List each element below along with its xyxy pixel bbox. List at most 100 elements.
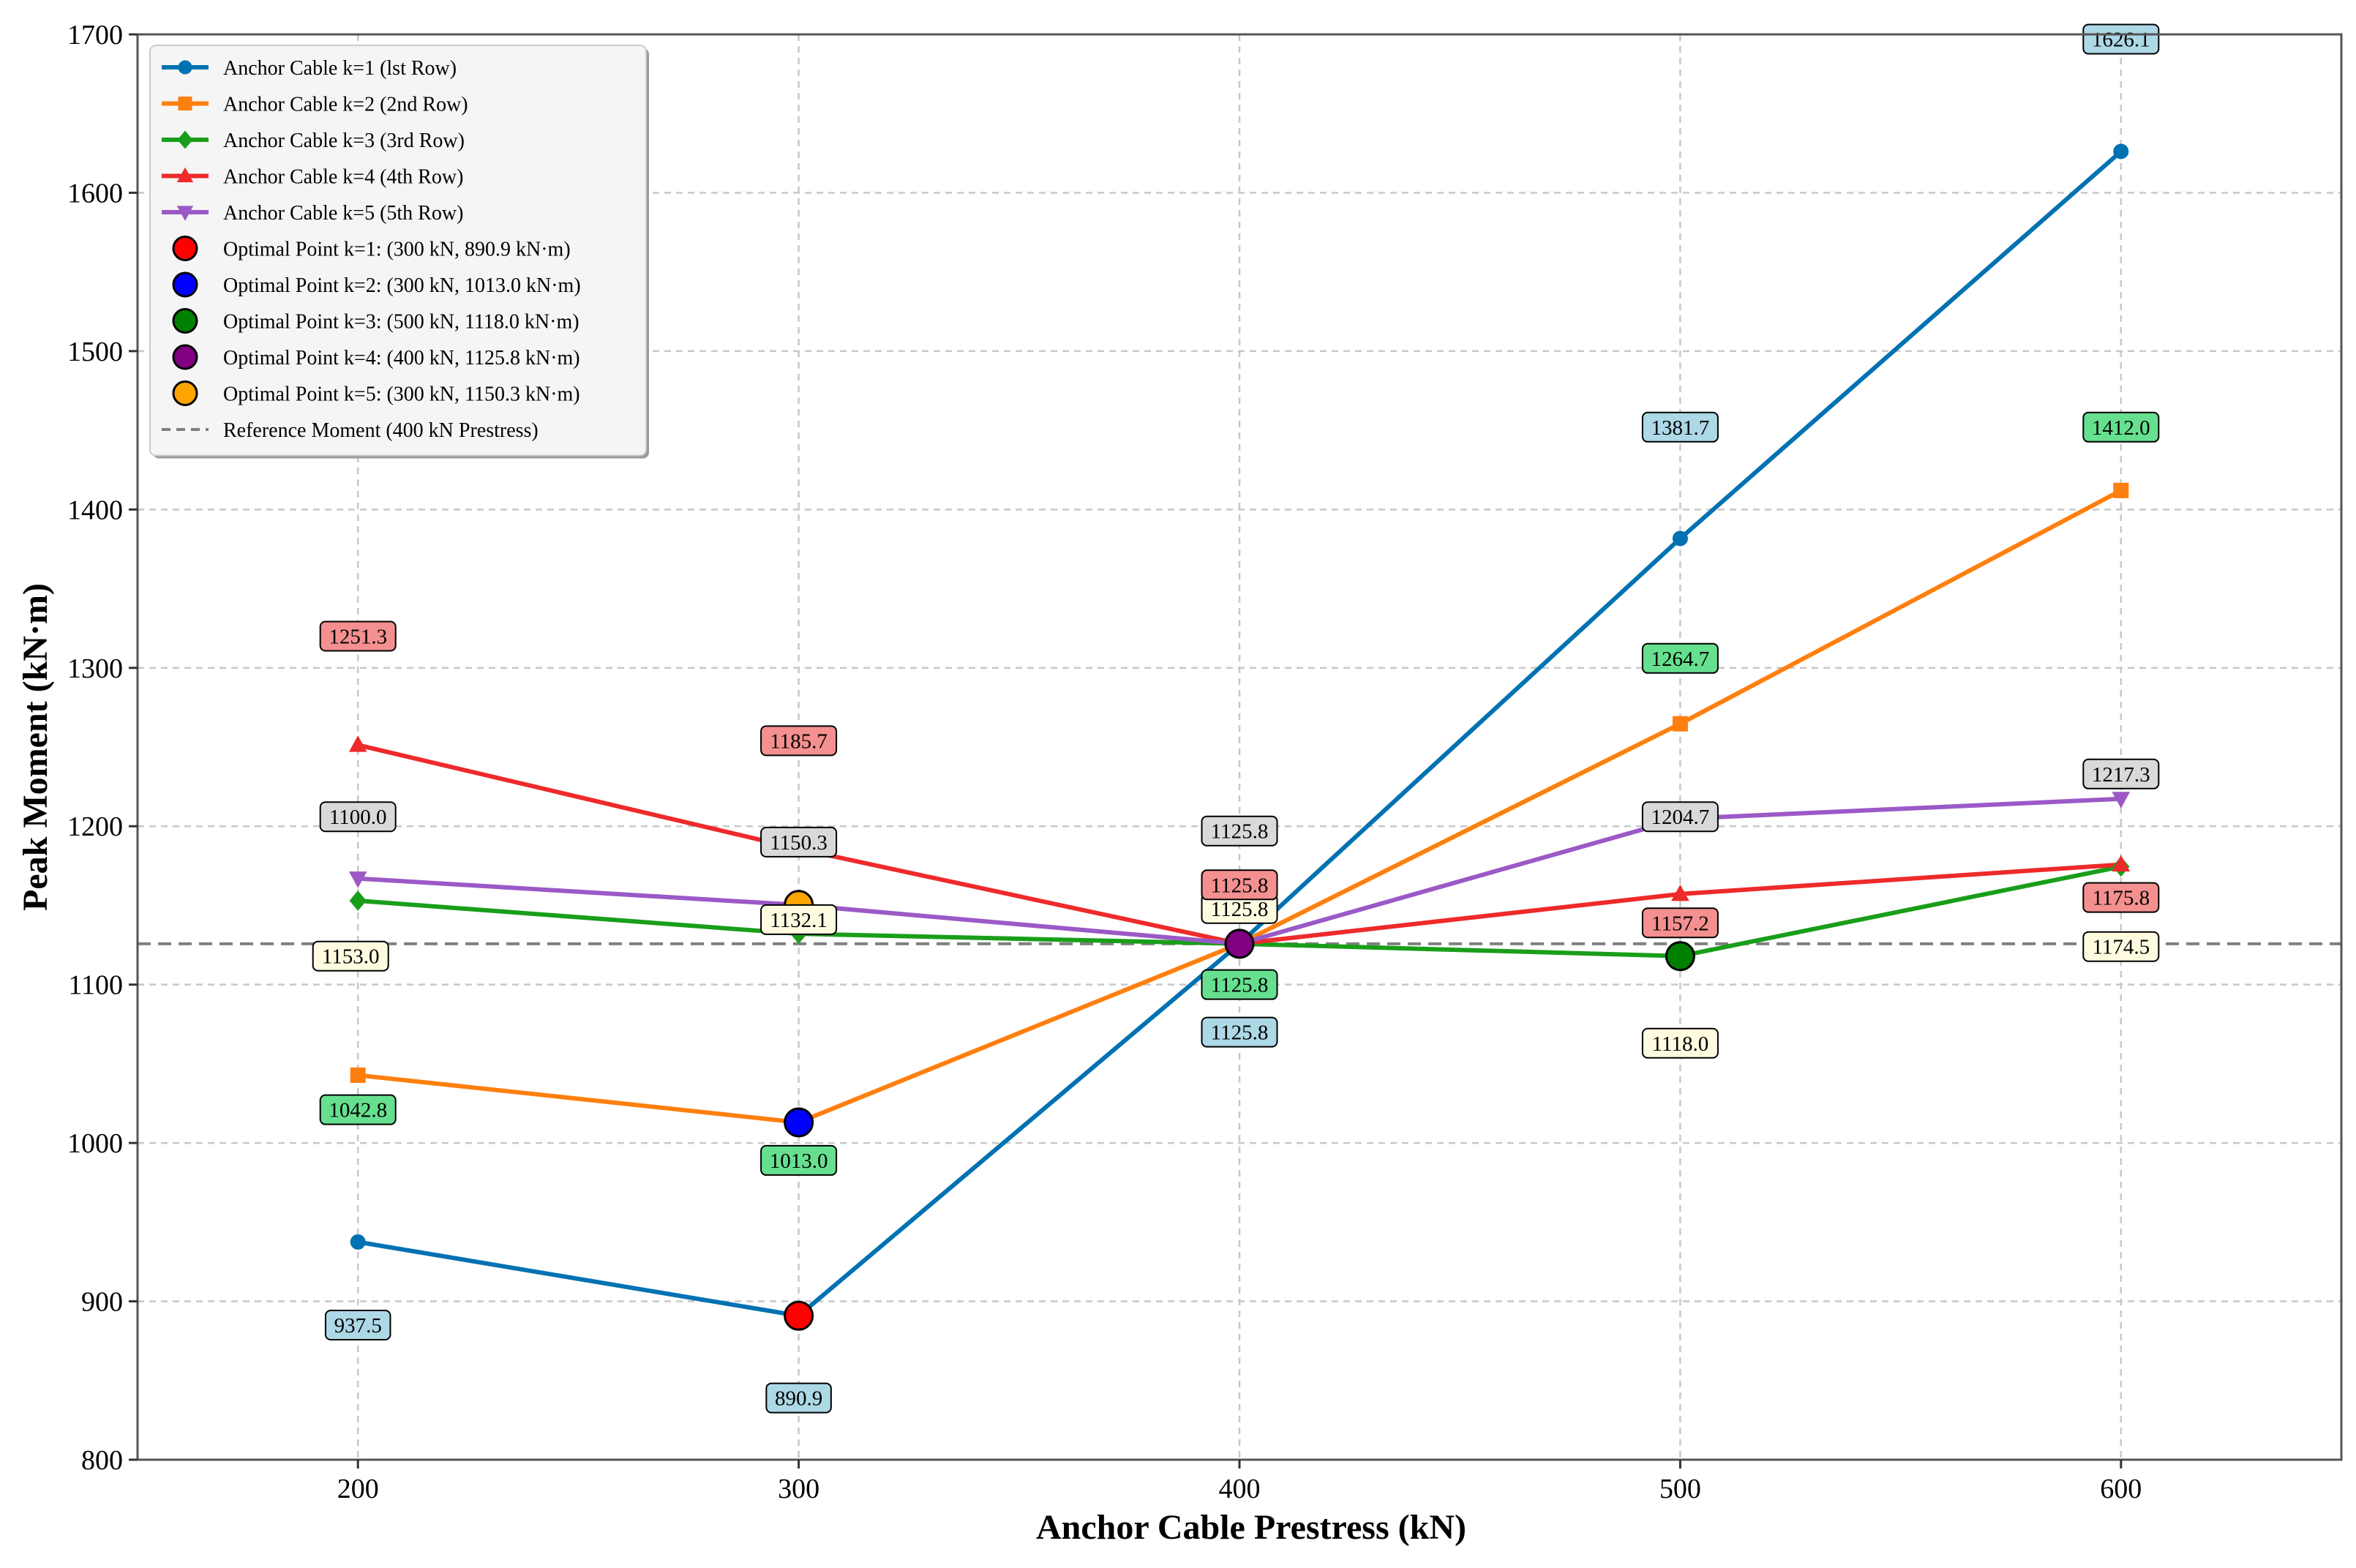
data-point-k2 bbox=[2113, 482, 2129, 498]
legend-item-optimal-k3: Optimal Point k=3: (500 kN, 1118.0 kN·m) bbox=[223, 311, 579, 334]
data-label-k3: 1174.5 bbox=[2092, 936, 2150, 959]
data-label-k2: 1042.8 bbox=[329, 1099, 387, 1122]
data-label-k5: 1150.3 bbox=[770, 831, 828, 855]
legend-item-k3: Anchor Cable k=3 (3rd Row) bbox=[223, 130, 465, 152]
data-label-box bbox=[760, 904, 838, 935]
x-axis-title: Anchor Cable Prestress (kN) bbox=[1036, 1508, 1466, 1547]
data-label-box bbox=[760, 725, 838, 757]
x-tick-label: 600 bbox=[2100, 1474, 2142, 1504]
data-label-k2: 1013.0 bbox=[770, 1149, 828, 1173]
data-label-k2: 1125.8 bbox=[1211, 974, 1269, 997]
data-label-box bbox=[324, 1310, 391, 1341]
legend-swatch-marker bbox=[176, 167, 194, 183]
data-label-k5: 1100.0 bbox=[329, 806, 387, 829]
optimal-point-k3 bbox=[1665, 941, 1695, 972]
data-label-k1: 1626.1 bbox=[2092, 28, 2150, 51]
data-label-box bbox=[760, 826, 838, 858]
legend: Anchor Cable k=1 (lst Row) Anchor Cable k… bbox=[149, 45, 649, 459]
y-tick-label: 1100 bbox=[68, 970, 123, 1001]
data-point-k3 bbox=[349, 890, 367, 911]
data-point-k4 bbox=[1671, 884, 1689, 901]
data-label-box bbox=[2082, 23, 2160, 55]
legend-swatch-marker bbox=[178, 60, 192, 75]
y-tick-label: 1300 bbox=[67, 653, 123, 684]
data-label-k3: 1153.0 bbox=[322, 945, 380, 969]
legend-item-reference: Reference Moment (400 kN Prestress) bbox=[223, 419, 539, 442]
legend-swatch-optimal bbox=[172, 380, 198, 406]
data-label-k4: 1185.7 bbox=[770, 729, 828, 753]
legend-swatch-optimal bbox=[172, 308, 198, 334]
data-label-box bbox=[1641, 1027, 1719, 1059]
legend-swatch-marker bbox=[177, 130, 193, 149]
legend-item-optimal-k1: Optimal Point k=1: (300 kN, 890.9 kN·m) bbox=[223, 239, 571, 261]
data-label-box bbox=[2082, 931, 2160, 962]
data-point-k5 bbox=[2112, 792, 2131, 809]
data-point-k1 bbox=[1672, 530, 1688, 547]
optimal-point-k2 bbox=[784, 1107, 814, 1138]
data-label-box bbox=[1201, 815, 1278, 847]
optimal-point-k4 bbox=[1224, 929, 1255, 959]
data-label-box bbox=[312, 940, 389, 972]
x-tick-label: 200 bbox=[337, 1474, 379, 1504]
data-label-box bbox=[1641, 907, 1719, 939]
legend-item-k2: Anchor Cable k=2 (2nd Row) bbox=[223, 94, 468, 116]
y-tick-label: 1600 bbox=[67, 178, 123, 209]
data-label-k1: 1381.7 bbox=[1651, 416, 1710, 440]
data-label-box bbox=[1201, 969, 1278, 1000]
data-point-k5 bbox=[348, 871, 367, 888]
data-label-k4: 1157.2 bbox=[1651, 912, 1709, 935]
data-label-k1: 1125.8 bbox=[1211, 1021, 1269, 1045]
data-label-k3: 1118.0 bbox=[1652, 1032, 1709, 1056]
data-label-box bbox=[1641, 411, 1719, 443]
legend-item-optimal-k4: Optimal Point k=4: (400 kN, 1125.8 kN·m) bbox=[223, 347, 580, 370]
y-tick-label: 1000 bbox=[67, 1128, 123, 1159]
data-label-box bbox=[765, 1382, 832, 1414]
data-label-k4: 1125.8 bbox=[1211, 874, 1269, 897]
legend-swatch-optimal bbox=[172, 271, 198, 298]
data-point-k2 bbox=[1672, 716, 1688, 732]
y-tick-label: 900 bbox=[81, 1287, 123, 1318]
data-label-box bbox=[319, 801, 397, 833]
data-labels: 937.5 890.9 1125.8 1381.7 1626.1 1042.8 1013.0… bbox=[312, 23, 2160, 1414]
legend-swatch-optimal bbox=[172, 236, 198, 261]
legend-item-optimal-k5: Optimal Point k=5: (300 kN, 1150.3 kN·m) bbox=[223, 383, 580, 406]
y-tick-label: 1400 bbox=[67, 495, 123, 525]
x-tick-label: 300 bbox=[778, 1474, 819, 1504]
legend-box bbox=[149, 45, 647, 457]
data-label-k5: 1125.8 bbox=[1211, 820, 1269, 844]
y-axis-title: Peak Moment (kN·m) bbox=[16, 583, 55, 911]
data-label-box bbox=[1201, 1016, 1278, 1048]
data-point-k4 bbox=[348, 735, 367, 752]
data-label-box bbox=[1201, 869, 1278, 901]
y-tick-label: 1500 bbox=[67, 337, 123, 367]
data-label-box bbox=[1641, 801, 1719, 833]
data-label-k2: 1264.7 bbox=[1651, 648, 1710, 671]
data-label-box bbox=[760, 1144, 838, 1176]
data-label-box bbox=[319, 620, 397, 652]
x-tick-label: 500 bbox=[1659, 1474, 1701, 1504]
y-tick-label: 800 bbox=[81, 1445, 123, 1476]
data-label-k2: 1412.0 bbox=[2092, 416, 2150, 440]
data-point-k1 bbox=[350, 1234, 366, 1250]
data-label-box bbox=[319, 1094, 397, 1125]
data-label-box bbox=[2082, 882, 2160, 913]
data-label-box bbox=[1641, 642, 1719, 674]
data-label-box bbox=[2082, 411, 2160, 443]
y-tick-label: 1700 bbox=[67, 20, 123, 50]
data-label-k4: 1251.3 bbox=[329, 625, 387, 648]
legend-swatch-optimal bbox=[172, 344, 198, 370]
y-tick-label: 1200 bbox=[67, 811, 123, 842]
data-label-k5: 1204.7 bbox=[1651, 806, 1710, 829]
data-label-box bbox=[2082, 758, 2160, 789]
data-point-k4 bbox=[2112, 855, 2131, 872]
data-point-k2 bbox=[350, 1067, 366, 1083]
data-label-k3: 1125.8 bbox=[1211, 898, 1269, 921]
legend-item-k4: Anchor Cable k=4 (4th Row) bbox=[223, 166, 463, 189]
legend-item-optimal-k2: Optimal Point k=2: (300 kN, 1013.0 kN·m) bbox=[223, 274, 581, 297]
legend-swatch-marker bbox=[178, 97, 192, 110]
legend-swatch-marker bbox=[176, 206, 194, 221]
legend-item-k5: Anchor Cable k=5 (5th Row) bbox=[223, 202, 463, 225]
data-label-k3: 1132.1 bbox=[770, 909, 828, 932]
x-tick-label: 400 bbox=[1219, 1474, 1261, 1504]
